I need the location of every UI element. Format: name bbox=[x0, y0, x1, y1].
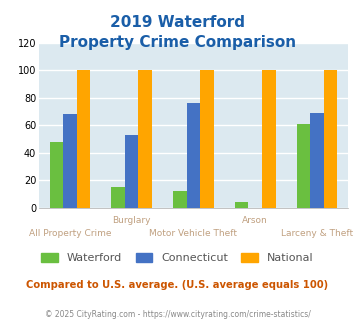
Legend: Waterford, Connecticut, National: Waterford, Connecticut, National bbox=[37, 248, 318, 268]
Text: Burglary: Burglary bbox=[113, 216, 151, 225]
Bar bbox=[138, 70, 152, 208]
Text: All Property Crime: All Property Crime bbox=[29, 229, 111, 238]
Bar bbox=[173, 191, 187, 208]
Bar bbox=[235, 202, 248, 208]
Bar bbox=[63, 115, 77, 208]
Bar bbox=[187, 103, 200, 208]
Bar bbox=[200, 70, 214, 208]
Text: © 2025 CityRating.com - https://www.cityrating.com/crime-statistics/: © 2025 CityRating.com - https://www.city… bbox=[45, 310, 310, 319]
Text: Compared to U.S. average. (U.S. average equals 100): Compared to U.S. average. (U.S. average … bbox=[26, 280, 329, 290]
Text: Motor Vehicle Theft: Motor Vehicle Theft bbox=[149, 229, 237, 238]
Bar bbox=[324, 70, 337, 208]
Bar bbox=[262, 70, 275, 208]
Bar bbox=[77, 70, 90, 208]
Bar bbox=[111, 187, 125, 208]
Bar bbox=[310, 113, 324, 208]
Bar bbox=[125, 135, 138, 208]
Bar bbox=[297, 124, 310, 208]
Text: Larceny & Theft: Larceny & Theft bbox=[281, 229, 353, 238]
Text: 2019 Waterford: 2019 Waterford bbox=[110, 15, 245, 30]
Bar bbox=[50, 142, 63, 208]
Text: Property Crime Comparison: Property Crime Comparison bbox=[59, 35, 296, 50]
Text: Arson: Arson bbox=[242, 216, 268, 225]
